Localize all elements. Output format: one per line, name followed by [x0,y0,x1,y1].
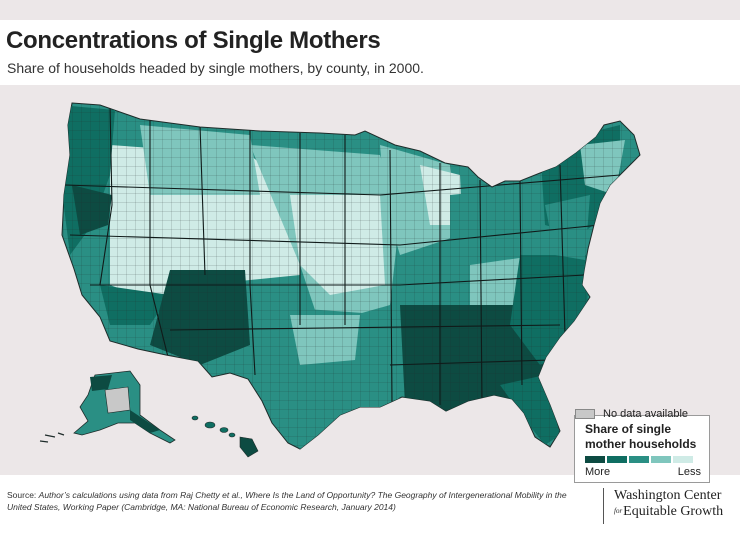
brand-line-2: Equitable Growth [623,504,724,519]
map-area: Share of single mother households More L… [0,85,740,483]
top-band [0,0,740,20]
legend-swatch-3 [629,456,649,463]
brand-divider [603,488,604,524]
source-prefix: Source: [7,490,39,500]
source-note: Source: Author’s calculations using data… [7,489,567,513]
legend-swatch-5 [673,456,693,463]
legend-more-label: More [585,466,611,478]
legend-title: Share of single mother households [585,422,697,451]
legend-swatch-4 [651,456,671,463]
source-text: Author’s calculations using data from Ra… [7,490,567,512]
legend-scale [585,456,693,463]
legend-swatch-1 [585,456,605,463]
no-data-legend: No data available [575,408,688,420]
brand-for: for [614,507,623,515]
state-borders [63,104,621,406]
brand-logo: Washington Center forEquitable Growth [614,488,723,520]
map-legend: Share of single mother households More L… [574,415,710,483]
brand-line-1: Washington Center [614,488,722,503]
map-subtitle: Share of households headed by single mot… [7,60,424,76]
legend-swatch-2 [607,456,627,463]
us-county-map [39,102,641,458]
map-title: Concentrations of Single Mothers [6,27,381,54]
no-data-label: No data available [603,408,689,420]
alaska-inset [39,370,176,444]
hawaii-inset [191,415,259,458]
legend-less-label: Less [677,466,701,478]
brand-line-2-wrap: forEquitable Growth [614,503,723,520]
no-data-swatch [575,409,595,419]
